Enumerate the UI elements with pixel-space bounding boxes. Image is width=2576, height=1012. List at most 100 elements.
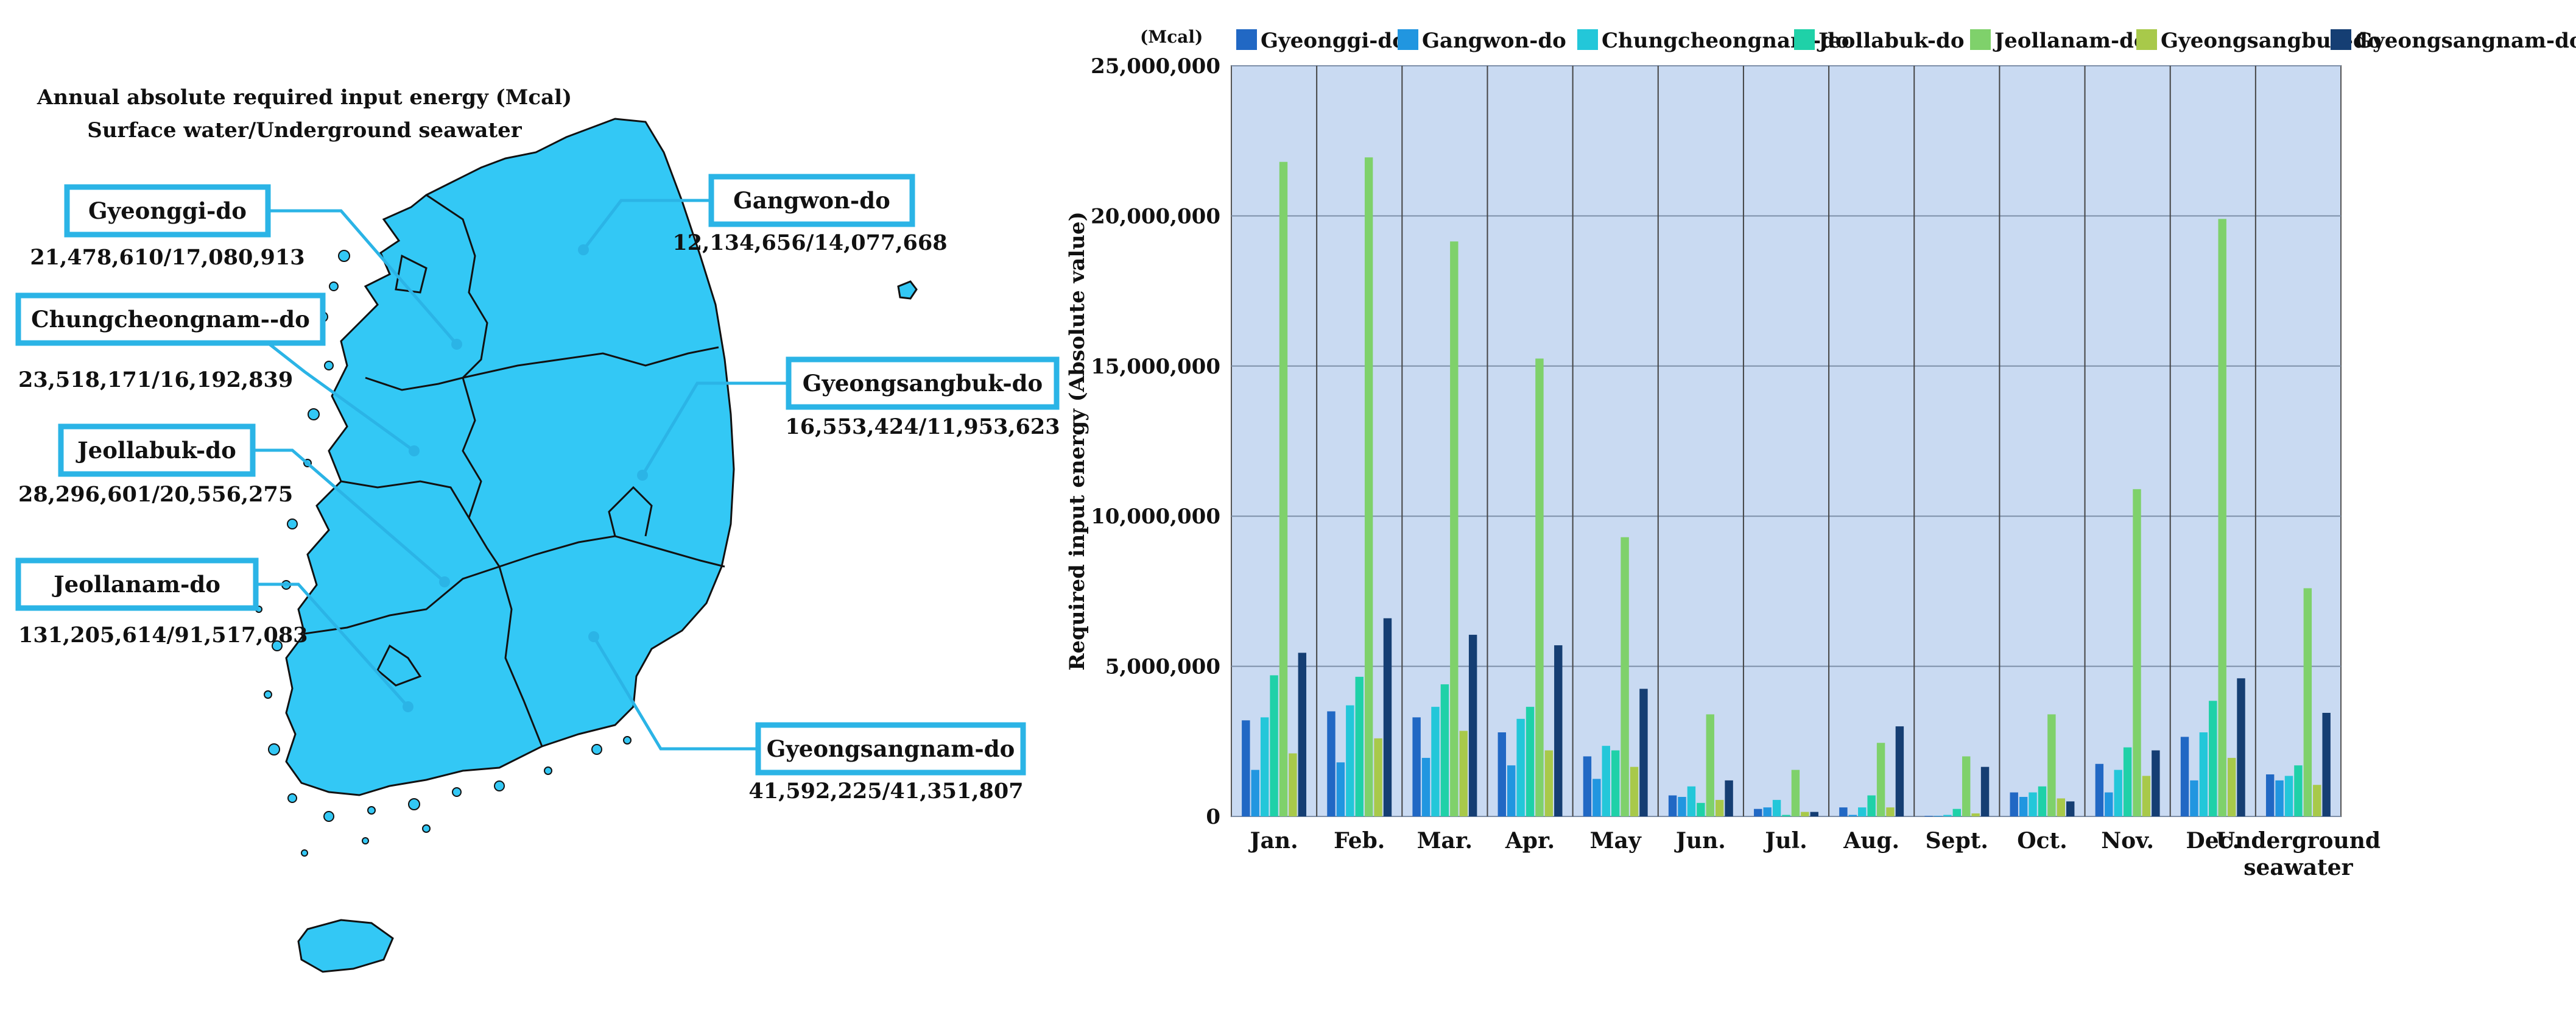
bar-chungcheongnam-do-underground-seawater bbox=[2284, 776, 2293, 816]
chart-legend: Gyeonggi-do Gangwon-do Chungcheongnam-doJe… bbox=[1236, 29, 2576, 53]
bar-jeollabuk-do-oct bbox=[2038, 786, 2047, 816]
leader-line-jeollabuk-do bbox=[253, 448, 446, 583]
bar-gyeonggi-do-jun bbox=[1668, 795, 1677, 816]
bar-gangwon-do-oct bbox=[2019, 796, 2028, 816]
region-name-gyeongsangnam-do: Gyeongsangnam-do bbox=[767, 735, 1015, 762]
bar-gyeongsangnam-do-nov bbox=[2152, 750, 2160, 816]
bar-gangwon-do-jan bbox=[1251, 770, 1259, 816]
region-value-gangwon-do: 12,134,656/14,077,668 bbox=[672, 230, 947, 255]
bar-gyeongsangbuk-do-nov bbox=[2142, 776, 2151, 816]
bar-jeollabuk-do-underground-seawater bbox=[2294, 765, 2303, 816]
monthly-energy-chart-panel: 0 5,000,000 10,000,000 15,000,000 20,000,000… bbox=[1060, 0, 2576, 1010]
korea-map-panel: Annual absolute required input energy (M… bbox=[0, 0, 1072, 1010]
legend-label-gyeongsangnam-do: Gyeongsangnam-do bbox=[2355, 29, 2576, 53]
korea-map: Annual absolute required input energy (M… bbox=[15, 85, 1060, 973]
location-dot-jeollanam-do bbox=[403, 701, 413, 712]
legend-label-jeollanam-do: Jeollanam-do bbox=[1993, 29, 2148, 53]
bar-jeollanam-do-underground-seawater bbox=[2303, 588, 2312, 816]
leader-line-gangwon-do bbox=[582, 199, 711, 251]
bar-chungcheongnam-do-may bbox=[1602, 746, 1610, 816]
x-tick-label: Jan. bbox=[1248, 828, 1298, 854]
bar-gyeongsangnam-do-underground-seawater bbox=[2322, 712, 2331, 816]
bar-jeollabuk-do-jun bbox=[1697, 802, 1705, 816]
region-name-jeollabuk-do: Jeollabuk-do bbox=[76, 437, 236, 464]
y-tick-label: 20,000,000 bbox=[1091, 204, 1220, 228]
bar-chungcheongnam-do-dec bbox=[2199, 732, 2208, 816]
y-tick-label: 25,000,000 bbox=[1091, 54, 1220, 79]
jeju-island-shape bbox=[297, 919, 394, 973]
bar-chungcheongnam-do-jun bbox=[1687, 786, 1696, 816]
bar-gyeonggi-do-jul bbox=[1754, 809, 1762, 816]
bar-chungcheongnam-do-sept bbox=[1943, 815, 1952, 816]
label-box-gyeongsangnam-do bbox=[755, 722, 1026, 776]
bar-gyeongsangbuk-do-may bbox=[1630, 766, 1639, 816]
location-dot-gangwon-do bbox=[578, 244, 589, 255]
bar-chungcheongnam-do-jan bbox=[1260, 717, 1269, 816]
x-tick-label: Jun. bbox=[1674, 828, 1726, 854]
bar-gangwon-do-apr bbox=[1507, 765, 1516, 816]
bar-gangwon-do-mar bbox=[1421, 757, 1431, 816]
x-tick-label: Apr. bbox=[1505, 828, 1555, 854]
bar-gyeongsangnam-do-jul bbox=[1810, 812, 1818, 816]
location-dot-chungcheongnam-do bbox=[409, 445, 420, 456]
bar-jeollabuk-do-sept bbox=[1952, 809, 1962, 816]
legend-swatch-jeollabuk-do bbox=[1794, 29, 1815, 50]
bar-jeollabuk-do-dec bbox=[2209, 701, 2217, 816]
bar-gyeongsangnam-do-jan bbox=[1298, 653, 1307, 816]
bar-gangwon-do-may bbox=[1592, 779, 1601, 816]
leader-line-jeollanam-do bbox=[256, 582, 409, 708]
y-tick-label: 5,000,000 bbox=[1105, 655, 1220, 679]
x-tick-label: Jul. bbox=[1763, 828, 1807, 854]
bar-jeollanam-do-oct bbox=[2047, 714, 2056, 816]
leader-line-chungcheongnam-do bbox=[267, 342, 415, 453]
x-tick-label: Aug. bbox=[1843, 828, 1899, 854]
legend-label-gangwon-do: Gangwon-do bbox=[1422, 29, 1566, 53]
unit-label: (Mcal) bbox=[1140, 27, 1203, 47]
region-value-gyeongsangbuk-do: 16,553,424/11,953,623 bbox=[785, 414, 1060, 439]
legend-label-jeollabuk-do: Jeollabuk-do bbox=[1817, 29, 1965, 53]
leader-line-gyeonggi-do bbox=[268, 209, 458, 345]
legend-swatch-gangwon-do bbox=[1398, 29, 1418, 50]
x-tick-label: Dec. bbox=[2186, 828, 2240, 854]
map-title: Annual absolute required input energy (M… bbox=[37, 85, 572, 110]
legend-swatch-gyeongsangbuk-do bbox=[2136, 29, 2157, 50]
ulleung-island-shape bbox=[897, 280, 918, 300]
bar-marks bbox=[1242, 157, 2331, 817]
legend-swatch-gyeongsangnam-do bbox=[2331, 29, 2351, 50]
bar-gyeongsangnam-do-oct bbox=[2066, 801, 2075, 816]
bar-gangwon-do-feb bbox=[1336, 762, 1345, 816]
location-dot-gyeonggi-do bbox=[451, 339, 462, 350]
x-tick-label: May bbox=[1590, 828, 1642, 854]
bar-gangwon-do-dec bbox=[2190, 780, 2198, 816]
leader-line-gyeongsangbuk-do bbox=[641, 381, 789, 476]
label-box-jeollanam-do bbox=[15, 557, 259, 611]
bar-gyeonggi-do-may bbox=[1583, 756, 1592, 816]
bar-jeollabuk-do-may bbox=[1611, 750, 1620, 816]
bar-chungcheongnam-do-aug bbox=[1858, 807, 1867, 816]
bar-gyeongsangnam-do-feb bbox=[1383, 618, 1392, 816]
bar-chungcheongnam-do-nov bbox=[2114, 770, 2122, 816]
bar-chungcheongnam-do-mar bbox=[1431, 707, 1440, 816]
bar-gyeonggi-do-oct bbox=[2010, 792, 2018, 816]
legend-label-gyeonggi-do: Gyeonggi-do bbox=[1261, 29, 1406, 53]
bar-gyeongsangbuk-do-feb bbox=[1374, 738, 1382, 816]
region-name-gyeonggi-do: Gyeonggi-do bbox=[88, 197, 247, 224]
label-box-gangwon-do bbox=[708, 174, 915, 227]
bar-gangwon-do-nov bbox=[2105, 792, 2113, 816]
x-tick-label: seawater bbox=[2243, 855, 2353, 880]
bar-gyeongsangbuk-do-apr bbox=[1544, 750, 1554, 816]
bar-jeollanam-do-sept bbox=[1962, 756, 1971, 816]
bar-gyeongsangnam-do-mar bbox=[1468, 634, 1477, 816]
bar-jeollabuk-do-jan bbox=[1270, 675, 1278, 816]
bar-gyeongsangnam-do-jun bbox=[1725, 780, 1733, 816]
bar-gyeonggi-do-underground-seawater bbox=[2265, 774, 2275, 816]
bar-jeollanam-do-feb bbox=[1364, 157, 1373, 817]
x-tick-label: Mar. bbox=[1417, 828, 1473, 854]
bar-jeollanam-do-dec bbox=[2218, 219, 2226, 816]
x-tick-label: Oct. bbox=[2017, 828, 2067, 854]
legend-swatch-jeollanam-do bbox=[1970, 29, 1991, 50]
bar-gyeongsangbuk-do-mar bbox=[1459, 731, 1468, 816]
korea-mainland-shape bbox=[285, 118, 735, 796]
bar-gyeongsangbuk-do-oct bbox=[2057, 798, 2066, 816]
bar-chungcheongnam-do-feb bbox=[1346, 705, 1354, 816]
